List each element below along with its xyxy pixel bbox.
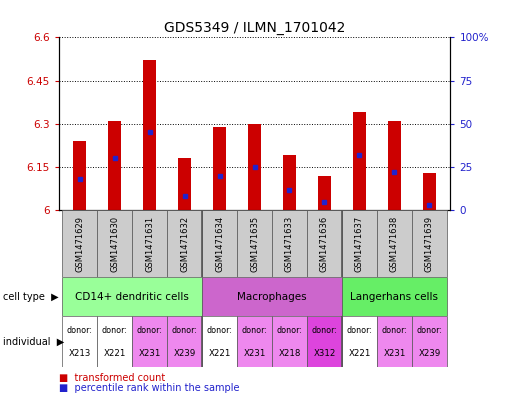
Text: X231: X231	[243, 349, 266, 358]
Text: X231: X231	[383, 349, 406, 358]
Bar	[73, 141, 86, 210]
Text: donor:: donor:	[101, 326, 128, 335]
Text: individual  ▶: individual ▶	[3, 337, 64, 347]
Text: GSM1471630: GSM1471630	[110, 216, 119, 272]
Bar	[388, 121, 401, 210]
Bar	[144, 61, 156, 210]
Bar	[342, 277, 447, 316]
Text: GSM1471635: GSM1471635	[250, 216, 259, 272]
Text: donor:: donor:	[136, 326, 162, 335]
Bar	[202, 277, 342, 316]
Text: GSM1471637: GSM1471637	[355, 215, 364, 272]
Text: X231: X231	[138, 349, 161, 358]
Bar	[377, 316, 412, 367]
Text: donor:: donor:	[347, 326, 373, 335]
Text: donor:: donor:	[207, 326, 233, 335]
Text: donor:: donor:	[312, 326, 337, 335]
Text: ■  transformed count: ■ transformed count	[59, 373, 165, 383]
Bar	[237, 316, 272, 367]
Text: X213: X213	[68, 349, 91, 358]
Text: GSM1471631: GSM1471631	[145, 216, 154, 272]
Text: X239: X239	[418, 349, 441, 358]
Text: GSM1471636: GSM1471636	[320, 215, 329, 272]
Bar	[412, 210, 447, 277]
Bar	[307, 316, 342, 367]
Bar	[108, 121, 121, 210]
Text: CD14+ dendritic cells: CD14+ dendritic cells	[75, 292, 189, 302]
Bar	[213, 127, 225, 210]
Bar	[97, 210, 132, 277]
Bar	[412, 316, 447, 367]
Bar	[237, 210, 272, 277]
Text: X218: X218	[278, 349, 301, 358]
Bar	[284, 156, 296, 210]
Text: Langerhans cells: Langerhans cells	[351, 292, 438, 302]
Text: GSM1471632: GSM1471632	[180, 216, 189, 272]
Text: GSM1471629: GSM1471629	[75, 216, 84, 272]
Text: X221: X221	[103, 349, 126, 358]
Bar	[307, 210, 342, 277]
Bar	[202, 316, 237, 367]
Bar	[248, 124, 261, 210]
Bar	[353, 112, 365, 210]
Bar	[167, 316, 202, 367]
Bar	[272, 210, 307, 277]
Text: GSM1471639: GSM1471639	[425, 216, 434, 272]
Text: X239: X239	[174, 349, 195, 358]
Bar	[167, 210, 202, 277]
Text: donor:: donor:	[276, 326, 302, 335]
Bar	[342, 210, 377, 277]
Text: X312: X312	[314, 349, 335, 358]
Text: GSM1471634: GSM1471634	[215, 216, 224, 272]
Text: donor:: donor:	[67, 326, 93, 335]
Text: ■  percentile rank within the sample: ■ percentile rank within the sample	[59, 383, 239, 393]
Bar	[423, 173, 436, 210]
Bar	[62, 210, 97, 277]
Title: GDS5349 / ILMN_1701042: GDS5349 / ILMN_1701042	[164, 21, 345, 35]
Text: Macrophages: Macrophages	[237, 292, 307, 302]
Bar	[62, 316, 97, 367]
Text: X221: X221	[348, 349, 371, 358]
Bar	[178, 158, 191, 210]
Text: X221: X221	[208, 349, 231, 358]
Bar	[377, 210, 412, 277]
Bar	[132, 316, 167, 367]
Bar	[132, 210, 167, 277]
Text: donor:: donor:	[172, 326, 197, 335]
Text: donor:: donor:	[241, 326, 268, 335]
Text: GSM1471638: GSM1471638	[390, 215, 399, 272]
Bar	[272, 316, 307, 367]
Text: donor:: donor:	[381, 326, 408, 335]
Text: cell type  ▶: cell type ▶	[3, 292, 58, 302]
Text: donor:: donor:	[416, 326, 442, 335]
Text: GSM1471633: GSM1471633	[285, 215, 294, 272]
Bar	[318, 176, 331, 210]
Bar	[97, 316, 132, 367]
Bar	[202, 210, 237, 277]
Bar	[342, 316, 377, 367]
Bar	[62, 277, 202, 316]
